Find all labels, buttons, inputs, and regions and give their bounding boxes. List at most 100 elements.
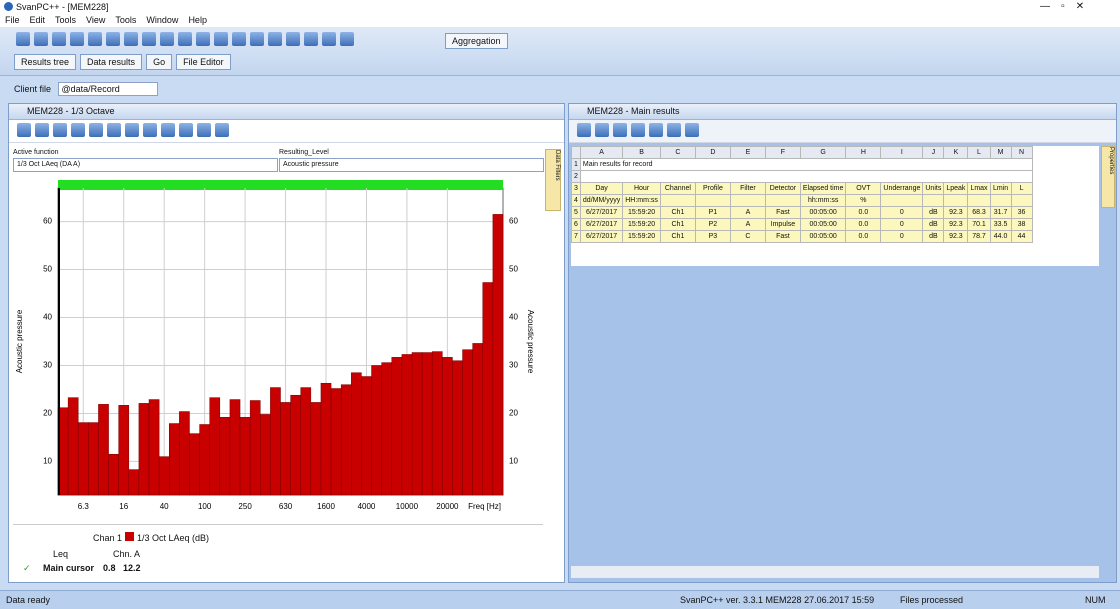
side-tab[interactable]: Properties bbox=[1101, 146, 1115, 208]
cell: 92.3 bbox=[943, 218, 969, 231]
bar bbox=[239, 417, 251, 496]
bar bbox=[128, 469, 140, 496]
button[interactable] bbox=[35, 123, 49, 137]
function-select[interactable]: 1/3 Oct LAeq (DA A) bbox=[13, 158, 278, 172]
cell: 31.7 bbox=[989, 206, 1012, 219]
header-cell: Filter bbox=[729, 182, 766, 195]
table-row: 3 Day Hour Channel Profile Filter Detector Elap… bbox=[571, 182, 1033, 195]
tab[interactable]: Go bbox=[146, 54, 173, 70]
cell: A bbox=[729, 218, 766, 231]
button[interactable] bbox=[577, 123, 591, 137]
status-center: SvanPC++ ver. 3.3.1 MEM228 27.06.2017 15… bbox=[680, 595, 875, 605]
column-letter: G bbox=[799, 146, 847, 159]
menu-item[interactable]: File bbox=[5, 15, 20, 25]
button[interactable] bbox=[143, 123, 157, 137]
title-bar: SvanPC++ - [MEM228] — ▫ ✕ bbox=[0, 0, 1120, 14]
window-controls[interactable]: — ▫ ✕ bbox=[1040, 1, 1085, 12]
button[interactable] bbox=[125, 123, 139, 137]
bar bbox=[381, 362, 392, 496]
x-tick-label: 250 bbox=[238, 502, 252, 511]
cursor-value: 12.2 bbox=[123, 563, 141, 573]
cell: P1 bbox=[694, 206, 731, 219]
button[interactable] bbox=[106, 32, 120, 46]
menu-item[interactable]: Window bbox=[146, 15, 179, 25]
corner bbox=[571, 146, 581, 159]
param-select[interactable]: Acoustic pressure bbox=[279, 158, 544, 172]
button[interactable] bbox=[667, 123, 681, 137]
button[interactable] bbox=[160, 32, 174, 46]
button[interactable] bbox=[214, 32, 228, 46]
button[interactable] bbox=[595, 123, 609, 137]
chart: 10 10 20 20 30 30 40 40 50 50 60 60 6.3 16 40 100 250 630… bbox=[15, 180, 535, 511]
column-letter: L bbox=[967, 146, 991, 159]
button[interactable] bbox=[52, 32, 66, 46]
tab[interactable]: Results tree bbox=[14, 54, 77, 70]
tab[interactable]: Data results bbox=[80, 54, 143, 70]
menu-item[interactable]: Tools bbox=[115, 15, 137, 25]
button[interactable] bbox=[304, 32, 318, 46]
tab-row: Results tree Data results Go File Editor bbox=[14, 54, 235, 70]
param-label: Resulting_Level bbox=[279, 149, 329, 156]
cell: 0.0 bbox=[845, 218, 882, 231]
button[interactable] bbox=[649, 123, 663, 137]
bar bbox=[280, 402, 291, 496]
button[interactable] bbox=[250, 32, 264, 46]
button[interactable] bbox=[286, 32, 300, 46]
scrollbar[interactable] bbox=[571, 566, 1099, 578]
button[interactable] bbox=[89, 123, 103, 137]
status-left: Data ready bbox=[6, 595, 51, 605]
aggregation-button[interactable]: Aggregation bbox=[445, 33, 508, 49]
cell: 0.0 bbox=[845, 206, 882, 219]
y2-tick-label: 60 bbox=[509, 217, 518, 226]
y2-tick-label: 30 bbox=[509, 361, 518, 370]
button[interactable] bbox=[16, 32, 30, 46]
button[interactable] bbox=[268, 32, 282, 46]
button[interactable] bbox=[71, 123, 85, 137]
button[interactable] bbox=[161, 123, 175, 137]
bar bbox=[351, 372, 362, 496]
bar bbox=[209, 397, 221, 496]
button[interactable] bbox=[322, 32, 336, 46]
header-cell: Lmin bbox=[989, 182, 1012, 195]
bar bbox=[391, 357, 403, 496]
button[interactable] bbox=[142, 32, 156, 46]
button[interactable] bbox=[88, 32, 102, 46]
cell: 92.3 bbox=[943, 230, 969, 243]
x-tick-label: 10000 bbox=[396, 502, 419, 511]
row-number: 5 bbox=[571, 206, 581, 219]
button[interactable] bbox=[53, 123, 67, 137]
button[interactable] bbox=[613, 123, 627, 137]
table-row: 2 bbox=[571, 170, 1033, 183]
menu-item[interactable]: Edit bbox=[29, 15, 46, 25]
menu-item[interactable]: Help bbox=[188, 15, 207, 25]
button[interactable] bbox=[70, 32, 84, 46]
button[interactable] bbox=[340, 32, 354, 46]
button[interactable] bbox=[179, 123, 193, 137]
button[interactable] bbox=[17, 123, 31, 137]
header-cell: Units bbox=[922, 182, 945, 195]
tab[interactable]: File Editor bbox=[176, 54, 231, 70]
button[interactable] bbox=[685, 123, 699, 137]
button[interactable] bbox=[196, 32, 210, 46]
button[interactable] bbox=[124, 32, 138, 46]
button[interactable] bbox=[107, 123, 121, 137]
button[interactable] bbox=[178, 32, 192, 46]
bar bbox=[169, 423, 180, 496]
button[interactable] bbox=[197, 123, 211, 137]
cell: Ch1 bbox=[659, 206, 696, 219]
bar bbox=[482, 282, 494, 496]
menu-item[interactable]: Tools bbox=[55, 15, 77, 25]
empty-row bbox=[579, 170, 1033, 183]
bar bbox=[330, 388, 342, 496]
menu-item[interactable]: View bbox=[86, 15, 106, 25]
button[interactable] bbox=[232, 32, 246, 46]
button[interactable] bbox=[631, 123, 645, 137]
toolbar-buttons bbox=[14, 29, 356, 51]
button[interactable] bbox=[34, 32, 48, 46]
side-tab[interactable]: Data Filters bbox=[545, 149, 561, 211]
header-cell: Lmax bbox=[967, 182, 991, 195]
bar bbox=[118, 405, 130, 496]
x-tick-label: 20000 bbox=[436, 502, 459, 511]
client-field[interactable]: @data/Record bbox=[57, 82, 158, 96]
button[interactable] bbox=[215, 123, 229, 137]
